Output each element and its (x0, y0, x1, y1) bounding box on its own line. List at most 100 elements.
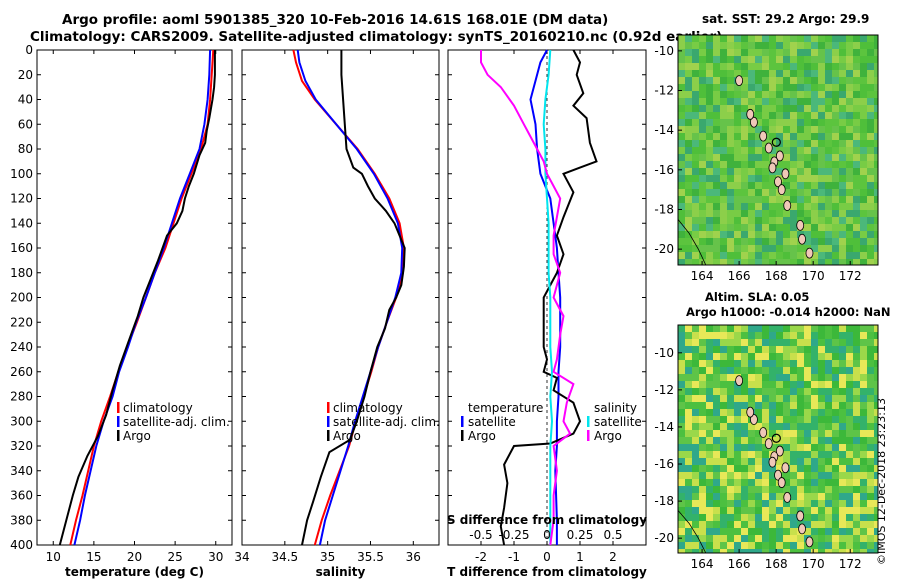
map-cell (797, 63, 804, 70)
map-cell (692, 542, 699, 549)
map-cell (867, 521, 874, 528)
map-cell (762, 500, 769, 507)
map-cell (776, 133, 783, 140)
map-cell (699, 353, 706, 360)
map-cell (692, 549, 699, 553)
map-cell (762, 154, 769, 161)
map-cell (797, 70, 804, 77)
map-cell (748, 35, 755, 42)
map-cell (685, 395, 692, 402)
map-cell (762, 332, 769, 339)
map-cell (748, 451, 755, 458)
map-cell (734, 91, 741, 98)
map-cell (790, 451, 797, 458)
map-cell (860, 77, 867, 84)
map-cell (706, 388, 713, 395)
map-cell (811, 360, 818, 367)
map-cell (846, 395, 853, 402)
map-cell (790, 353, 797, 360)
map-cell (720, 63, 727, 70)
map-cell (748, 444, 755, 451)
map-cell (762, 161, 769, 168)
map-cell (839, 224, 846, 231)
map-cell (699, 140, 706, 147)
map-cell (713, 98, 720, 105)
map-cell (762, 245, 769, 252)
map-cell (811, 49, 818, 56)
map-cell (734, 507, 741, 514)
map-cell (825, 126, 832, 133)
map-cell (776, 63, 783, 70)
map-cell (811, 84, 818, 91)
map-cell (699, 84, 706, 91)
map-cell (720, 196, 727, 203)
map-cell (811, 500, 818, 507)
map-cell (720, 416, 727, 423)
map-cell (797, 360, 804, 367)
map-cell (706, 451, 713, 458)
map-cell (706, 126, 713, 133)
x-axis-label: temperature (deg C) (65, 565, 204, 579)
map-cell (797, 147, 804, 154)
y-tick-label: 180 (10, 266, 33, 280)
y-tick-label: 300 (10, 414, 33, 428)
map-cell (860, 126, 867, 133)
map-cell (678, 395, 685, 402)
map-cell (734, 63, 741, 70)
map-cell (678, 465, 685, 472)
map-cell (783, 63, 790, 70)
map-cell (741, 63, 748, 70)
map-cell (874, 339, 878, 346)
map-cell (832, 430, 839, 437)
map-cell (867, 210, 874, 217)
map-cell (783, 353, 790, 360)
map-cell (846, 451, 853, 458)
map-cell (797, 416, 804, 423)
map-cell (832, 238, 839, 245)
map-cell (692, 224, 699, 231)
y-tick-label: 100 (10, 167, 33, 181)
map-cell (727, 147, 734, 154)
map-cell (867, 98, 874, 105)
map-cell (678, 437, 685, 444)
map-cell (678, 210, 685, 217)
map-cell (685, 472, 692, 479)
map-cell (874, 486, 878, 493)
map-cell (720, 528, 727, 535)
map-x-tick-label: 168 (765, 269, 788, 283)
map-cell (692, 182, 699, 189)
map-cell (741, 367, 748, 374)
map-cell (804, 224, 811, 231)
map-cell (706, 84, 713, 91)
map-cell (762, 49, 769, 56)
y-tick-label: 200 (10, 291, 33, 305)
map-cell (804, 35, 811, 42)
map-cell (839, 42, 846, 49)
map-cell (755, 409, 762, 416)
map-cell (748, 189, 755, 196)
map-cell (713, 35, 720, 42)
map-cell (853, 147, 860, 154)
map-cell (769, 35, 776, 42)
title-line-2: Climatology: CARS2009. Satellite-adjuste… (30, 29, 723, 45)
map-cell (734, 346, 741, 353)
map-cell (846, 154, 853, 161)
map-cell (818, 472, 825, 479)
map-cell (867, 381, 874, 388)
map-cell (741, 245, 748, 252)
map-cell (692, 161, 699, 168)
map-cell (720, 374, 727, 381)
map-cell (867, 444, 874, 451)
map-cell (762, 465, 769, 472)
map-cell (860, 402, 867, 409)
map-cell (846, 367, 853, 374)
map-cell (853, 388, 860, 395)
map-cell (762, 388, 769, 395)
map-cell (804, 409, 811, 416)
map-cell (741, 77, 748, 84)
map-cell (713, 259, 720, 265)
map-cell (825, 486, 832, 493)
map-cell (846, 238, 853, 245)
map-cell (685, 458, 692, 465)
legend-label: satellite-adj. clim. (123, 415, 230, 429)
